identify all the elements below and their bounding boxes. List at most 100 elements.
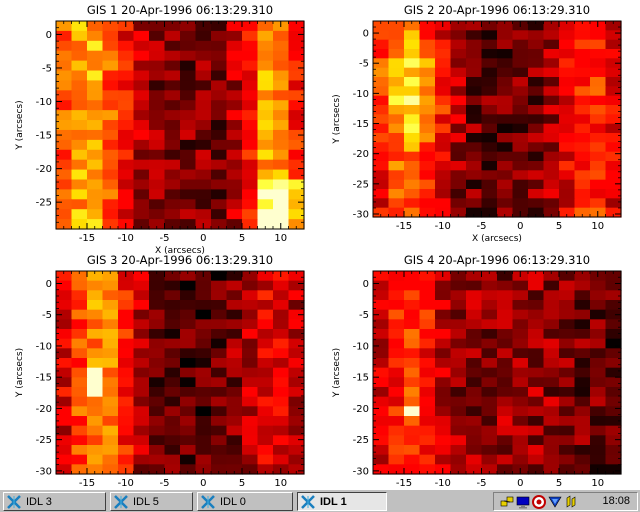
pixel-cell <box>257 435 274 446</box>
pixel-cell <box>543 105 560 115</box>
pixel-cell <box>497 271 514 282</box>
pixel-cell <box>133 319 150 330</box>
antivirus-icon[interactable] <box>532 495 546 509</box>
pixel-cell <box>180 367 197 378</box>
pixel-cell <box>559 30 576 41</box>
volume-icon[interactable] <box>548 495 562 509</box>
pixel-cell <box>404 86 421 97</box>
pixel-cell <box>419 133 436 143</box>
pixel-cell <box>226 454 243 465</box>
pixel-cell <box>559 151 576 162</box>
display-icon[interactable] <box>516 495 530 509</box>
pixel-cell <box>133 110 150 121</box>
pixel-cell <box>71 425 88 436</box>
pixel-cell <box>118 358 135 369</box>
pixel-cell <box>164 80 181 91</box>
pixel-cell <box>388 142 405 153</box>
pixel-cell <box>574 161 591 171</box>
pixel-cell <box>257 149 274 161</box>
y-tick-label: -30 <box>353 466 369 477</box>
pixel-cell <box>71 416 88 427</box>
pixel-cell <box>257 179 274 190</box>
pixel-cell <box>133 199 150 210</box>
pixel-cell <box>257 416 274 427</box>
pixel-cell <box>466 280 483 291</box>
pixel-cell <box>574 464 591 475</box>
pixel-cell <box>450 151 467 162</box>
pixel-cell <box>481 445 498 456</box>
y-tick-label: 0 <box>363 29 369 40</box>
plot-title: GIS 2 20-Apr-1996 06:13:29.310 <box>404 3 590 17</box>
pixel-cell <box>404 300 421 311</box>
pixel-cell <box>559 338 576 349</box>
pixel-cell <box>226 219 243 230</box>
pixel-cell <box>559 77 576 87</box>
pixel-cell <box>373 77 390 87</box>
pixel-cell <box>288 280 305 291</box>
pixel-cell <box>590 142 607 153</box>
pixel-cell <box>257 209 274 220</box>
taskbar-button-idl-3[interactable]: IDL 3 <box>3 492 106 511</box>
pixel-cell <box>419 416 436 427</box>
pixel-cell <box>211 329 228 340</box>
pixel-cell <box>404 416 421 427</box>
idl-icon <box>114 494 128 509</box>
pixel-cell <box>288 70 305 82</box>
y-tick-label: -5 <box>42 63 52 74</box>
pixel-cell <box>404 49 421 59</box>
x-tick-label: 0 <box>200 478 206 489</box>
pixel-cell <box>118 50 135 62</box>
gis-panel-3: GIS 3 20-Apr-1996 06:13:29.310 -15 -10 -5 0 5… <box>15 253 305 489</box>
pixel-cell <box>388 105 405 115</box>
pixel-cell <box>71 40 88 52</box>
pixel-cell <box>164 159 181 171</box>
network-icon[interactable] <box>500 495 514 509</box>
pixel-cell <box>512 396 529 407</box>
pixel-cell <box>419 207 436 218</box>
plot-title: GIS 1 20-Apr-1996 06:13:29.310 <box>87 3 273 17</box>
pen-icon[interactable] <box>564 495 578 509</box>
taskbar-button-idl-5[interactable]: IDL 5 <box>110 492 193 511</box>
pixel-cell <box>226 338 243 349</box>
pixel-cell <box>211 309 228 320</box>
pixel-cell <box>590 123 607 134</box>
system-tray: 18:08 <box>493 492 638 511</box>
pixel-cell <box>543 280 560 291</box>
pixel-cell <box>605 198 622 209</box>
y-tick-label: 0 <box>46 30 52 41</box>
pixel-cell <box>605 396 622 407</box>
pixel-cell <box>404 133 421 143</box>
pixel-cell <box>226 199 243 210</box>
pixel-cell <box>288 358 305 369</box>
pixel-cell <box>450 39 467 50</box>
pixel-cell <box>466 105 483 115</box>
pixel-cell <box>195 129 212 141</box>
pixel-cell <box>257 319 274 330</box>
pixel-cell <box>388 406 405 417</box>
pixel-cell <box>226 159 243 171</box>
pixel-cell <box>257 100 274 111</box>
pixel-cell <box>211 290 228 301</box>
pixel-cell <box>450 67 467 78</box>
x-tick-label: 5 <box>239 478 245 489</box>
taskbar-button-idl-1[interactable]: IDL 1 <box>297 492 387 511</box>
pixel-cell <box>211 50 228 62</box>
pixel-cell <box>195 300 212 311</box>
pixel-cell <box>195 348 212 359</box>
pixel-cell <box>512 161 529 171</box>
pixel-cell <box>133 445 150 456</box>
pixel-cell <box>102 319 119 330</box>
pixel-cell <box>419 198 436 209</box>
pixel-cell <box>288 179 305 190</box>
pixel-cell <box>466 464 483 475</box>
pixel-cell <box>242 377 259 388</box>
pixel-cell <box>102 396 119 407</box>
pixel-cell <box>512 406 529 417</box>
taskbar-button-idl-0[interactable]: IDL 0 <box>197 492 293 511</box>
pixel-cell <box>435 358 452 369</box>
pixel-cell <box>543 142 560 153</box>
pixel-cell <box>450 105 467 115</box>
pixel-cell <box>466 77 483 87</box>
x-tick-label: 10 <box>591 221 604 232</box>
pixel-cell <box>481 207 498 218</box>
